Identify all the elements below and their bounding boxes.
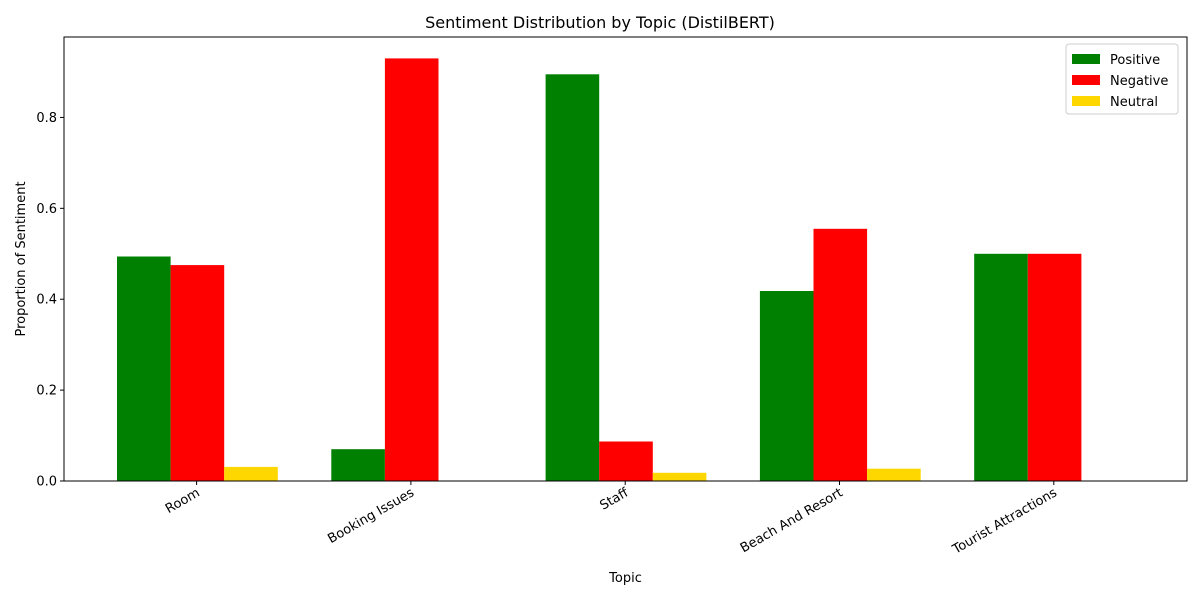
plot-area bbox=[63, 36, 1188, 482]
y-tick-label: 0.8 bbox=[36, 111, 57, 126]
bar-positive-room bbox=[117, 256, 171, 481]
y-axis: 0.0 0.2 0.4 0.6 0.8 bbox=[36, 111, 64, 490]
bar-negative-room bbox=[170, 265, 225, 481]
bar-positive-booking-issues bbox=[331, 449, 385, 481]
bar-neutral-room bbox=[224, 466, 278, 481]
bar-neutral-staff bbox=[652, 472, 707, 481]
y-tick-label: 0.6 bbox=[36, 202, 57, 217]
bar-positive-tourist-attractions bbox=[974, 253, 1028, 481]
x-tick-label: Staff bbox=[597, 485, 632, 514]
legend-label-positive: Positive bbox=[1110, 53, 1160, 68]
y-axis-label: Proportion of Sentiment bbox=[14, 181, 29, 336]
bar-negative-tourist-attractions bbox=[1027, 253, 1082, 481]
x-tick-label: Booking Issues bbox=[325, 485, 417, 547]
bar-positive-beach-and-resort bbox=[759, 291, 814, 481]
bar-negative-booking-issues bbox=[384, 58, 439, 482]
legend-label-neutral: Neutral bbox=[1110, 95, 1158, 110]
legend-swatch-neutral bbox=[1072, 96, 1100, 106]
chart-title: Sentiment Distribution by Topic (DistilB… bbox=[425, 13, 775, 32]
x-axis-label: Topic bbox=[608, 571, 642, 586]
y-tick-label: 0.2 bbox=[36, 384, 57, 399]
x-tick-label: Tourist Attractions bbox=[949, 485, 1060, 558]
bar-positive-staff bbox=[545, 74, 600, 482]
y-tick-label: 0.0 bbox=[36, 475, 57, 490]
x-tick-label: Beach And Resort bbox=[738, 485, 846, 556]
legend-swatch-negative bbox=[1072, 75, 1100, 85]
bar-negative-beach-and-resort bbox=[813, 228, 868, 481]
bar-neutral-beach-and-resort bbox=[867, 468, 921, 481]
x-tick-label: Room bbox=[163, 485, 203, 517]
bar-negative-staff bbox=[599, 441, 653, 481]
legend-label-negative: Negative bbox=[1110, 74, 1168, 89]
y-tick-label: 0.4 bbox=[36, 293, 57, 308]
legend-swatch-positive bbox=[1072, 54, 1100, 64]
legend: Positive Negative Neutral bbox=[1065, 43, 1179, 115]
x-axis: Room Booking Issues Staff Beach And Resort T… bbox=[163, 481, 1060, 558]
